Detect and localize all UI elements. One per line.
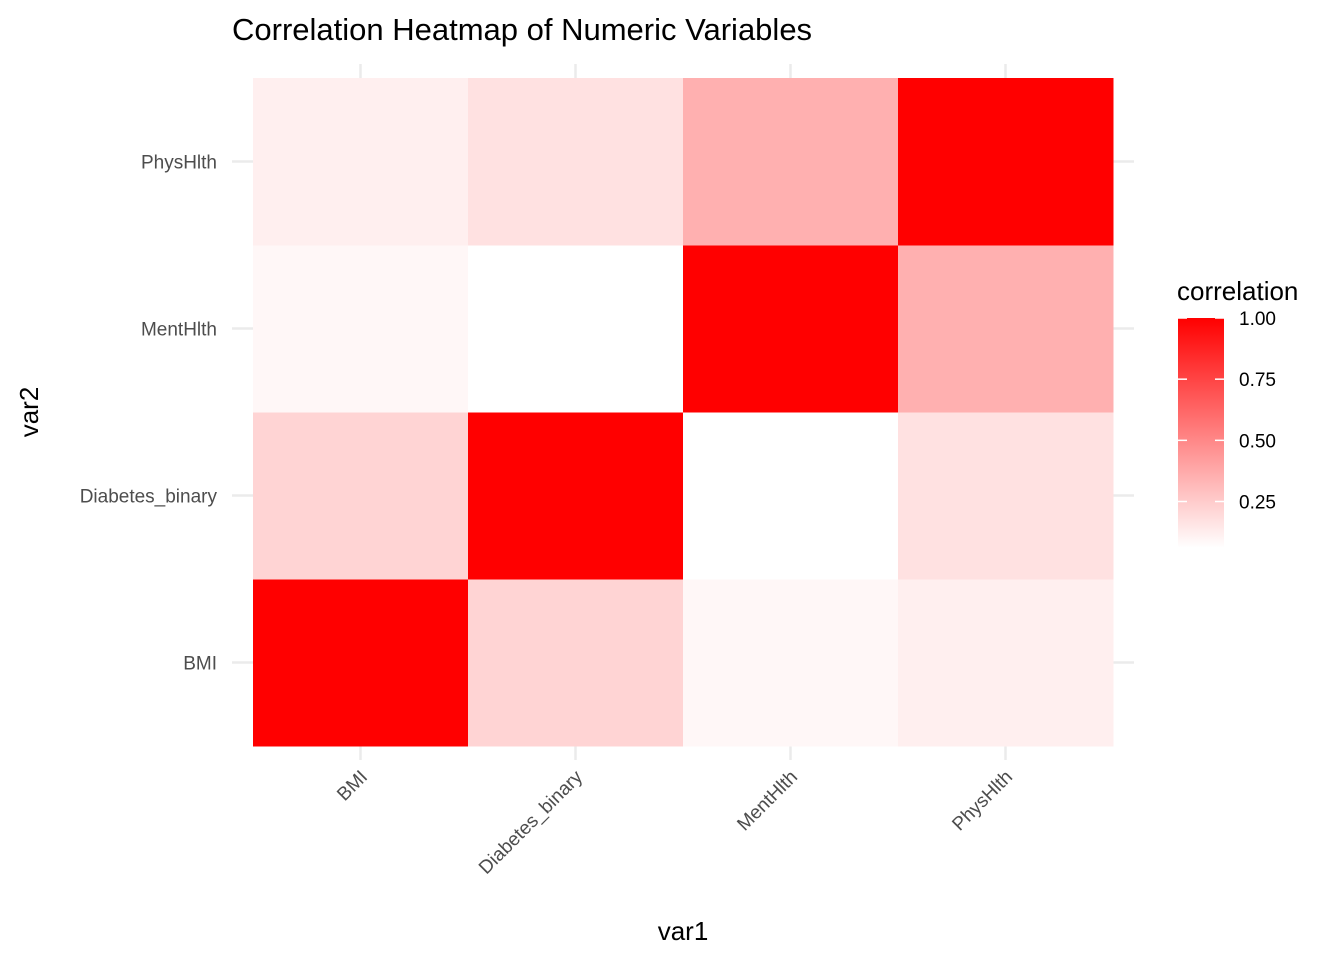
heatmap-cell-MentHlth-Diabetes_binary [683, 412, 899, 580]
heatmap-cell-PhysHlth-MentHlth [898, 245, 1114, 413]
heatmap-cell-BMI-PhysHlth [253, 78, 469, 246]
color-legend: correlation 0.25 0.50 0.75 1.00 [1177, 276, 1298, 548]
x-tick-label: BMI [333, 767, 372, 806]
heatmap-cell-PhysHlth-BMI [898, 579, 1114, 747]
heatmap-cell-BMI-MentHlth [253, 245, 469, 413]
y-tick-label: Diabetes_binary [80, 487, 218, 508]
y-axis-title: var2 [14, 387, 44, 438]
heatmap-cell-PhysHlth-Diabetes_binary [898, 412, 1114, 580]
legend-tick-label: 0.75 [1239, 370, 1276, 391]
x-tick-labels: BMI Diabetes_binary MentHlth PhysHlth [333, 766, 1017, 878]
heatmap-cell-MentHlth-PhysHlth [683, 78, 899, 246]
heatmap-cell-Diabetes_binary-Diabetes_binary [468, 412, 684, 580]
y-tick-label: PhysHlth [141, 153, 217, 174]
x-tick-label: PhysHlth [948, 767, 1017, 836]
heatmap-cell-MentHlth-BMI [683, 579, 899, 747]
legend-tick-label: 0.50 [1239, 431, 1276, 452]
x-axis-title: var1 [658, 916, 709, 946]
heatmap-cell-Diabetes_binary-PhysHlth [468, 78, 684, 246]
legend-tick-label: 1.00 [1239, 309, 1276, 330]
heatmap-cell-BMI-BMI [253, 579, 469, 747]
legend-ticks: 0.25 0.50 0.75 1.00 [1178, 309, 1276, 514]
heatmap-cells [253, 78, 1114, 747]
x-tick-label: MentHlth [733, 767, 802, 836]
heatmap-cell-Diabetes_binary-BMI [468, 579, 684, 747]
legend-title: correlation [1177, 276, 1298, 306]
legend-tick-label: 0.25 [1239, 493, 1276, 514]
x-tick-label: Diabetes_binary [475, 766, 587, 878]
chart-title: Correlation Heatmap of Numeric Variables [232, 12, 812, 47]
y-tick-label: BMI [183, 654, 217, 675]
y-tick-label: MentHlth [141, 320, 217, 341]
legend-colorbar [1178, 318, 1224, 548]
heatmap-cell-PhysHlth-PhysHlth [898, 78, 1114, 246]
heatmap-cell-BMI-Diabetes_binary [253, 412, 469, 580]
y-tick-labels: BMI Diabetes_binary MentHlth PhysHlth [80, 153, 218, 675]
heatmap-cell-Diabetes_binary-MentHlth [468, 245, 684, 413]
heatmap-cell-MentHlth-MentHlth [683, 245, 899, 413]
